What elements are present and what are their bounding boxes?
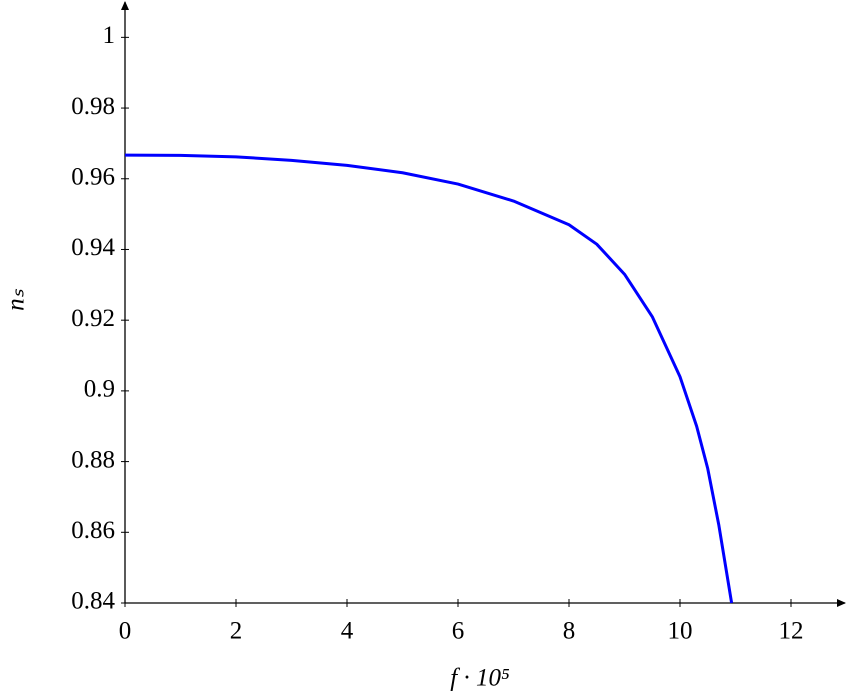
y-tick-label: 0.94	[71, 234, 115, 261]
x-tick-label: 4	[341, 618, 354, 645]
x-tick-label: 10	[668, 618, 693, 645]
y-tick-label: 0.98	[71, 93, 115, 120]
y-tick-label: 0.86	[71, 517, 115, 544]
data-line	[124, 153, 734, 604]
y-tick-label: 1	[103, 22, 116, 49]
y-tick-label: 0.92	[71, 305, 115, 332]
y-tick-label: 0.84	[71, 588, 115, 615]
x-tick-label: 8	[563, 618, 576, 645]
y-axis-label: nₛ	[3, 288, 30, 311]
x-tick-label: 2	[230, 618, 243, 645]
y-tick-label: 0.9	[84, 376, 115, 403]
x-tick-label: 12	[779, 618, 804, 645]
x-tick-label: 6	[452, 618, 465, 645]
y-tick-label: 0.96	[71, 163, 115, 190]
x-tick-label: 0	[119, 618, 132, 645]
x-axis-label: f · 10⁵	[450, 665, 510, 692]
y-tick-label: 0.88	[71, 446, 115, 473]
